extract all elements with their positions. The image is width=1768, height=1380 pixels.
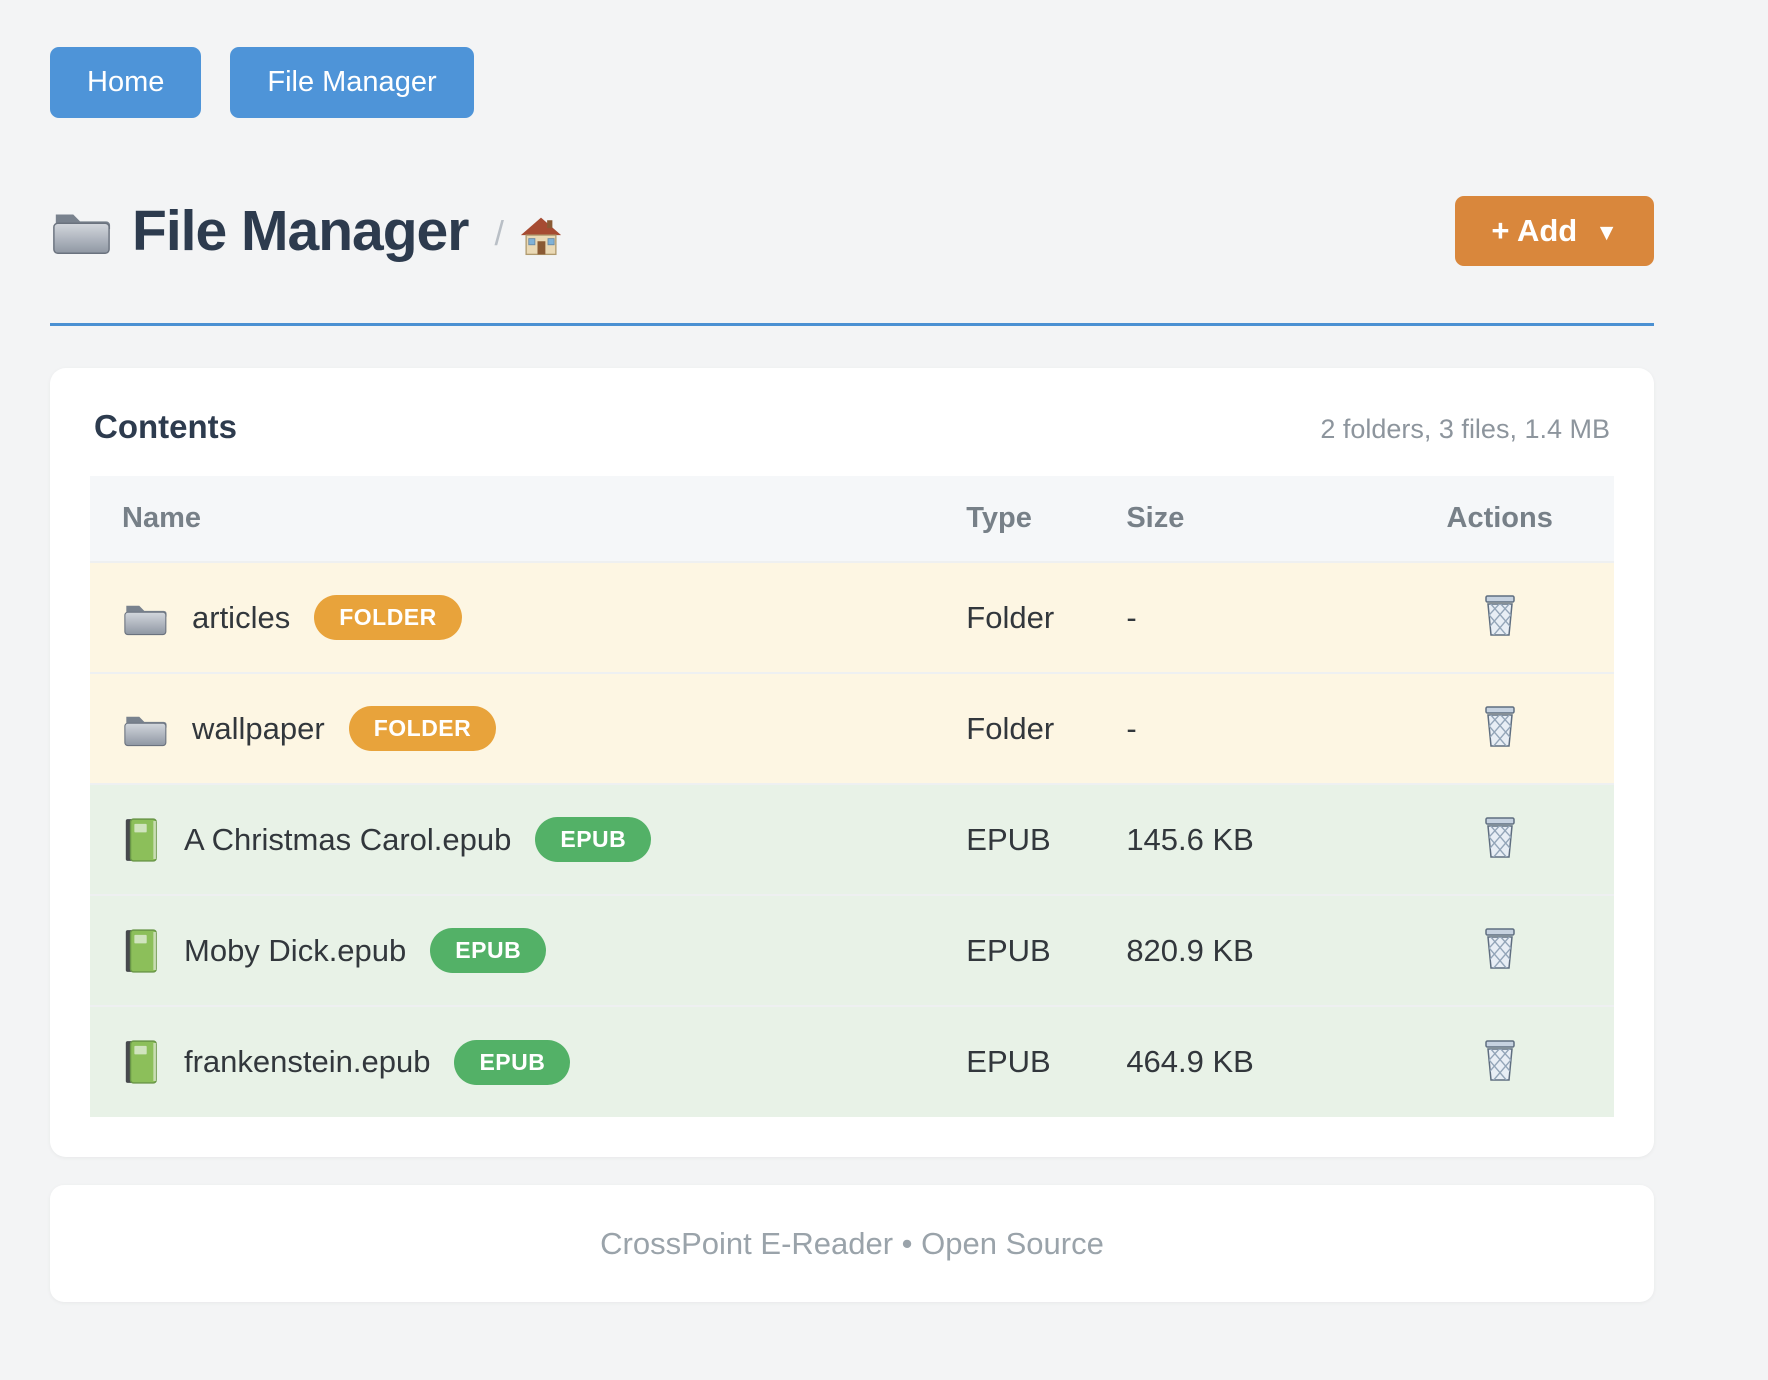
delete-button[interactable] <box>1478 813 1522 866</box>
status-badge: EPUB <box>535 817 652 862</box>
type-cell: EPUB <box>966 821 1051 857</box>
type-cell: Folder <box>966 599 1055 635</box>
trash-icon <box>1482 817 1518 859</box>
column-header-name: Name <box>90 476 967 562</box>
column-header-actions: Actions <box>1385 476 1614 562</box>
table-row[interactable]: frankenstein.epub EPUB EPUB 464.9 KB <box>90 1006 1614 1117</box>
green-book-icon <box>122 928 160 974</box>
page-header: File Manager / + Add ▼ <box>50 196 1654 266</box>
file-name[interactable]: Moby Dick.epub <box>184 932 407 968</box>
top-nav: Home File Manager <box>50 0 1654 118</box>
delete-button[interactable] <box>1478 702 1522 755</box>
size-cell: 145.6 KB <box>1126 821 1254 857</box>
page-title: File Manager <box>132 199 469 263</box>
add-button[interactable]: + Add ▼ <box>1455 196 1654 266</box>
trash-icon <box>1482 1040 1518 1082</box>
type-cell: EPUB <box>966 932 1051 968</box>
size-cell: - <box>1126 599 1137 635</box>
file-manager-button[interactable]: File Manager <box>230 47 474 118</box>
add-button-label: + Add <box>1491 213 1578 248</box>
contents-summary: 2 folders, 3 files, 1.4 MB <box>1320 414 1610 444</box>
status-badge: FOLDER <box>348 706 497 751</box>
status-badge: FOLDER <box>314 595 462 640</box>
green-book-icon <box>122 1039 160 1085</box>
table-header-row: Name Type Size Actions <box>90 476 1614 562</box>
file-name[interactable]: frankenstein.epub <box>184 1044 431 1079</box>
column-header-type: Type <box>966 476 1127 562</box>
table-row[interactable]: wallpaper FOLDER Folder - <box>90 673 1614 784</box>
file-name[interactable]: A Christmas Carol.epub <box>184 821 512 857</box>
trash-icon <box>1482 595 1518 637</box>
contents-card: Contents 2 folders, 3 files, 1.4 MB Name… <box>50 368 1654 1157</box>
footer: CrossPoint E-Reader • Open Source <box>50 1185 1654 1302</box>
card-header: Contents 2 folders, 3 files, 1.4 MB <box>90 408 1614 446</box>
status-badge: EPUB <box>430 928 547 973</box>
size-cell: 464.9 KB <box>1126 1044 1254 1079</box>
folder-icon <box>50 204 112 258</box>
delete-button[interactable] <box>1478 924 1522 977</box>
home-icon[interactable] <box>520 216 562 256</box>
title-divider <box>50 323 1654 326</box>
size-cell: - <box>1126 710 1137 746</box>
table-row[interactable]: A Christmas Carol.epub EPUB EPUB 145.6 K… <box>90 784 1614 895</box>
table-row[interactable]: articles FOLDER Folder - <box>90 562 1614 673</box>
breadcrumb-separator: / <box>494 214 504 253</box>
page-container: Home File Manager File Manager / + Add ▼… <box>50 0 1654 1368</box>
footer-text: CrossPoint E-Reader • Open Source <box>600 1225 1104 1261</box>
size-cell: 820.9 KB <box>1126 932 1254 968</box>
status-badge: EPUB <box>454 1039 571 1085</box>
green-book-icon <box>122 817 160 863</box>
delete-button[interactable] <box>1478 1036 1522 1089</box>
folder-icon <box>122 598 168 638</box>
trash-icon <box>1482 928 1518 970</box>
folder-icon <box>122 709 168 749</box>
trash-icon <box>1482 706 1518 748</box>
file-table: Name Type Size Actions articles FOLDER <box>90 476 1614 1117</box>
column-header-size: Size <box>1126 476 1386 562</box>
breadcrumb: File Manager / <box>50 198 562 264</box>
chevron-down-icon: ▼ <box>1595 219 1618 245</box>
type-cell: Folder <box>966 710 1055 746</box>
home-button[interactable]: Home <box>50 47 202 118</box>
file-name[interactable]: wallpaper <box>192 710 325 746</box>
file-name[interactable]: articles <box>192 599 291 635</box>
card-title: Contents <box>94 408 237 445</box>
table-row[interactable]: Moby Dick.epub EPUB EPUB 820.9 KB <box>90 895 1614 1006</box>
delete-button[interactable] <box>1478 591 1522 644</box>
type-cell: EPUB <box>966 1044 1051 1079</box>
